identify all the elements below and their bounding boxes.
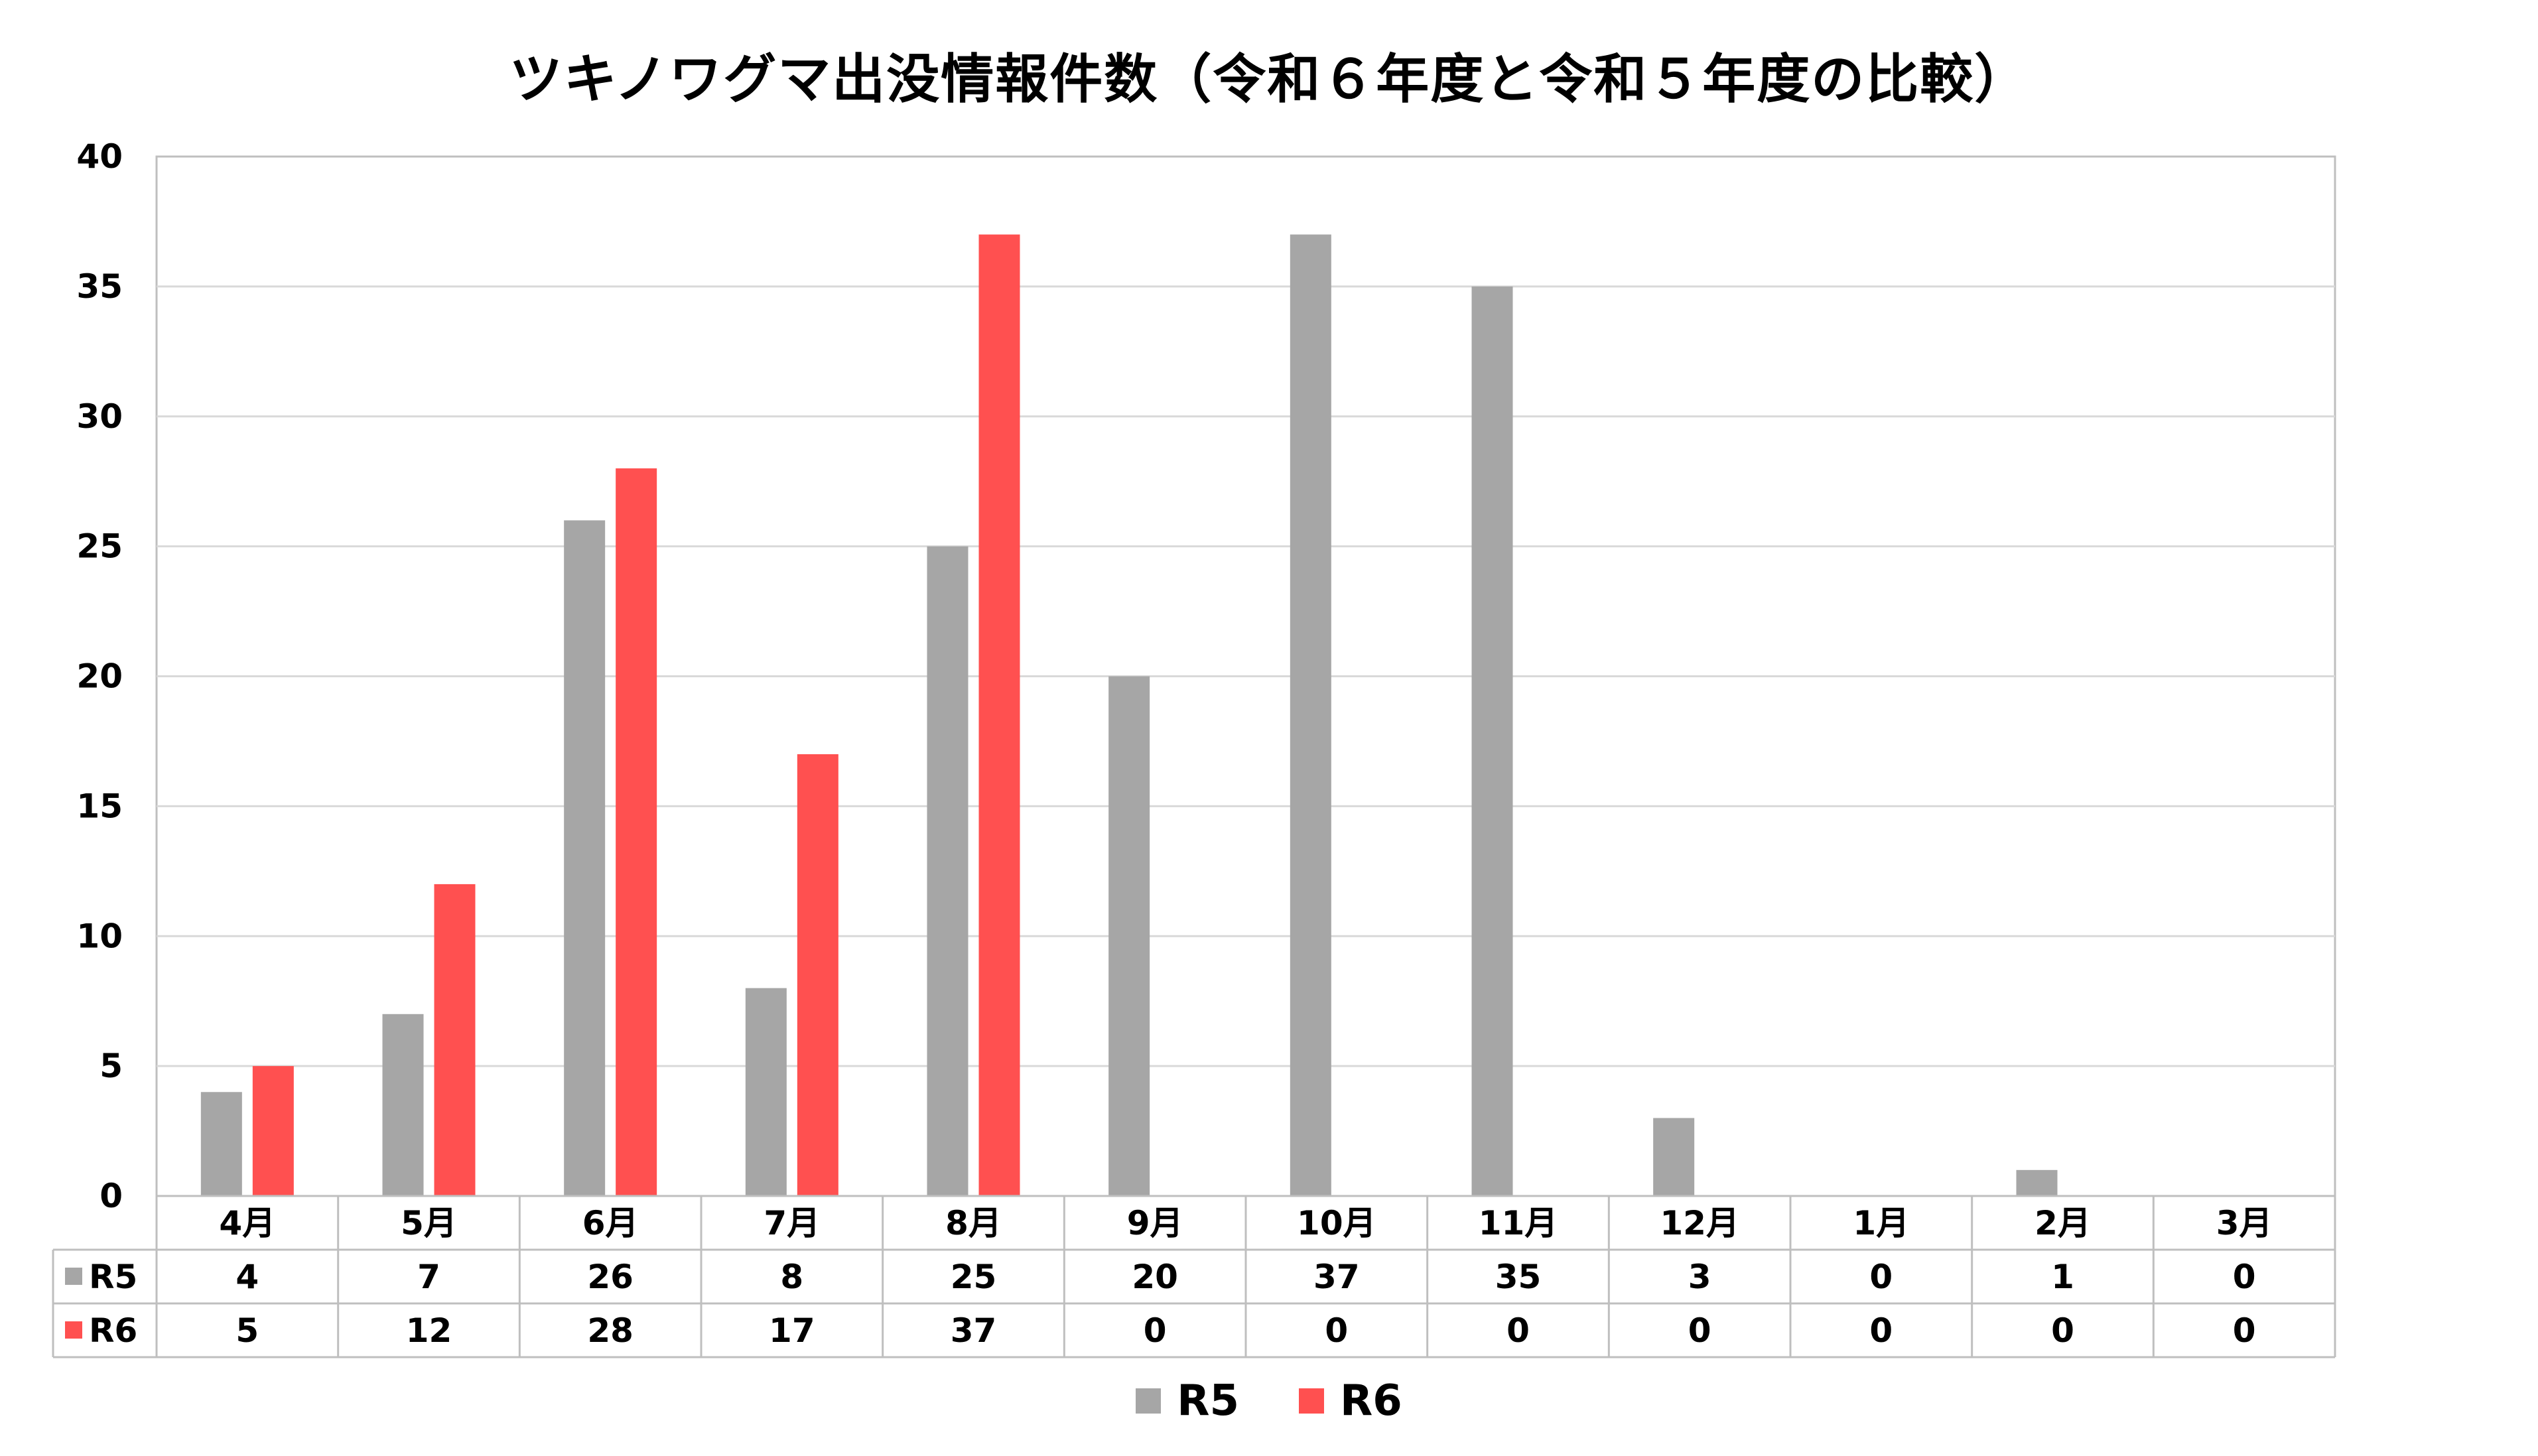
table-legend-key: [65, 1321, 82, 1339]
y-tick-label: 40: [76, 137, 123, 176]
data-label: 0: [1144, 1311, 1167, 1350]
data-label: 35: [1495, 1258, 1542, 1296]
table-legend-key: [65, 1268, 82, 1285]
data-label: 0: [2051, 1311, 2074, 1350]
x-tick-label: 9月: [1127, 1204, 1183, 1242]
bar-r5: [2016, 1169, 2058, 1196]
data-label: 37: [951, 1311, 997, 1350]
x-tick-label: 4月: [219, 1204, 275, 1242]
data-label: 0: [1688, 1311, 1711, 1350]
x-tick-label: 11月: [1479, 1204, 1558, 1242]
x-tick-label: 2月: [2035, 1204, 2091, 1242]
table-series-label: R6: [89, 1311, 137, 1350]
x-tick-label: 8月: [945, 1204, 1002, 1242]
bar-r5: [1108, 676, 1150, 1196]
data-label: 4: [235, 1258, 259, 1296]
data-label: 5: [235, 1311, 259, 1350]
bar-r5: [927, 546, 968, 1196]
y-tick-label: 15: [76, 787, 123, 825]
y-axis-ticks: 0 5 10 15 20 25 30 35 40: [76, 137, 123, 1215]
bar-r6: [434, 884, 476, 1196]
data-label: 12: [406, 1311, 452, 1350]
data-label: 0: [2233, 1258, 2256, 1296]
bar-r6: [616, 468, 657, 1196]
data-label: 37: [1313, 1258, 1360, 1296]
bar-r5: [1290, 234, 1331, 1196]
x-tick-label: 3月: [2216, 1204, 2273, 1242]
x-tick-label: 10月: [1297, 1204, 1376, 1242]
data-label: 8: [780, 1258, 803, 1296]
bars: [200, 234, 2058, 1196]
data-label: 3: [1688, 1258, 1711, 1296]
data-label: 25: [951, 1258, 997, 1296]
legend: R5 R6: [0, 1376, 2538, 1425]
data-label: 1: [2051, 1258, 2074, 1296]
bar-r5: [564, 520, 606, 1196]
data-label: 17: [769, 1311, 815, 1350]
bar-r6: [252, 1066, 294, 1196]
bar-r5: [1471, 286, 1513, 1196]
data-label: 26: [587, 1258, 634, 1296]
y-tick-label: 30: [76, 397, 123, 436]
table-series-label: R5: [89, 1258, 137, 1296]
y-tick-label: 35: [76, 267, 123, 306]
x-tick-label: 7月: [764, 1204, 820, 1242]
bar-r6: [797, 754, 838, 1196]
data-table: 4月 5月 6月 7月 8月 9月 10月 11月 12月 1月 2月 3月 R5 4 7 26 8 25 20 37…: [52, 1195, 2336, 1358]
data-label: 0: [2233, 1311, 2256, 1350]
y-tick-label: 20: [76, 657, 123, 696]
data-label: 20: [1132, 1258, 1178, 1296]
x-tick-label: 6月: [582, 1204, 639, 1242]
bar-r6: [978, 234, 1020, 1196]
legend-item: R6: [1299, 1376, 1402, 1425]
data-label: 28: [587, 1311, 634, 1350]
legend-swatch: [1136, 1388, 1162, 1414]
chart-title: ツキノワグマ出没情報件数（令和６年度と令和５年度の比較）: [509, 48, 2029, 110]
y-tick-label: 0: [100, 1177, 123, 1215]
data-label: 0: [1869, 1258, 1893, 1296]
legend-item: R5: [1136, 1376, 1239, 1425]
data-label: 0: [1869, 1311, 1893, 1350]
bar-r5: [382, 1014, 424, 1196]
data-label: 0: [1506, 1311, 1530, 1350]
data-label: 7: [417, 1258, 440, 1296]
bar-r5: [1653, 1118, 1695, 1196]
y-tick-label: 10: [76, 917, 123, 955]
bar-r5: [200, 1092, 242, 1196]
y-tick-label: 25: [76, 527, 123, 566]
data-label: 0: [1325, 1311, 1348, 1350]
bar-r5: [745, 988, 787, 1196]
x-tick-label: 5月: [401, 1204, 457, 1242]
y-tick-label: 5: [100, 1047, 123, 1085]
legend-label: R6: [1340, 1376, 1402, 1425]
x-tick-label: 12月: [1660, 1204, 1739, 1242]
gridlines: [157, 285, 2335, 1067]
legend-label: R5: [1177, 1376, 1239, 1425]
legend-swatch: [1299, 1388, 1324, 1414]
x-tick-label: 1月: [1853, 1204, 1909, 1242]
